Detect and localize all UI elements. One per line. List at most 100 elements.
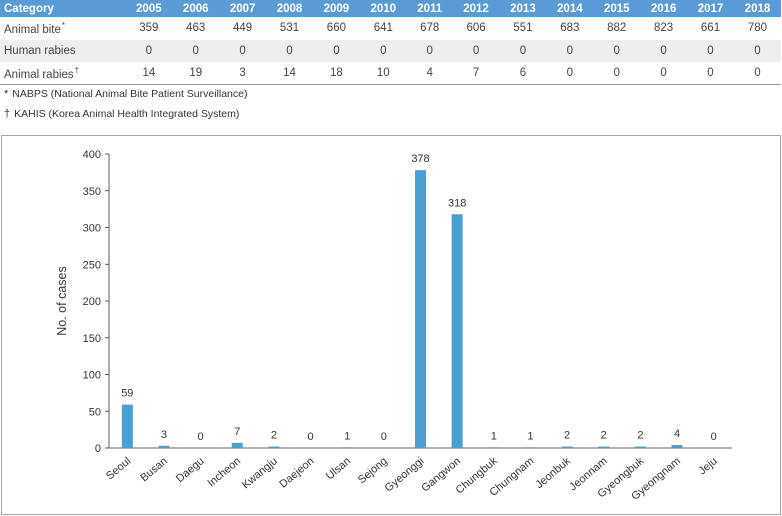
table-cell: 10	[359, 62, 407, 85]
bar	[415, 170, 426, 449]
table-cell: 551	[513, 22, 533, 35]
table-cell: 660	[326, 22, 346, 35]
y-tick-label: 250	[83, 259, 101, 271]
data-label: 7	[234, 426, 240, 438]
table-cell: 678	[420, 22, 440, 35]
data-label: 2	[637, 430, 643, 442]
data-label: 2	[271, 430, 277, 442]
y-tick-label: 300	[83, 223, 101, 235]
table-cell: 0	[219, 39, 267, 62]
row-label-text: Human rabies	[4, 44, 76, 57]
table-cell: 0	[452, 39, 500, 62]
table-cell: 19	[172, 62, 220, 85]
rabies-table: Category 2005 2006 2007 2008 2009 2010 2011 201…	[0, 0, 781, 85]
table-cell: 823	[654, 22, 674, 35]
table-header-row: Category 2005 2006 2007 2008 2009 2010 2011 201…	[0, 0, 781, 17]
footnote-symbol: †	[4, 108, 11, 120]
table-cell: 0	[172, 39, 220, 62]
table-cell: 463	[186, 22, 206, 35]
table-cell: 0	[733, 39, 781, 62]
table-cell: 641	[373, 22, 393, 35]
header-year: 2007	[219, 0, 267, 17]
x-tick-label: Daejeon	[277, 455, 316, 491]
data-label: 0	[307, 431, 313, 443]
header-year: 2015	[593, 0, 641, 17]
table-cell: 882	[607, 22, 627, 35]
bar	[598, 446, 610, 448]
table-cell: 6	[499, 62, 547, 85]
header-category: Category	[0, 0, 126, 17]
table-cell: 0	[733, 62, 781, 85]
y-axis-title: No. of cases	[55, 266, 69, 335]
table-cell: 661	[700, 22, 721, 35]
bar	[451, 214, 463, 448]
table-cell: 0	[499, 39, 547, 62]
table-cell: 0	[406, 39, 453, 62]
header-year: 2009	[312, 0, 360, 17]
data-label: 0	[381, 431, 387, 443]
y-tick-label: 200	[83, 296, 101, 308]
data-label: 378	[411, 153, 429, 165]
table-row: Human rabies 0 0 0 0 0 0 0 0 0 0 0 0 0 0	[0, 39, 781, 62]
table-cell: 0	[546, 62, 594, 85]
bar	[561, 446, 573, 448]
data-label: 0	[198, 431, 204, 443]
data-label: 0	[711, 431, 717, 443]
table-cell: 14	[266, 62, 313, 85]
table-cell: 0	[266, 39, 313, 62]
x-tick-label: Incheon	[205, 455, 243, 489]
footnote-mark: †	[74, 65, 80, 75]
header-year: 2008	[266, 0, 313, 17]
table-cell: 683	[560, 22, 580, 35]
x-tick-label: Kwangju	[240, 455, 280, 491]
table-cell: 0	[593, 39, 641, 62]
data-label: 2	[601, 430, 607, 442]
footnote: † KAHIS (Korea Animal Health Integrated S…	[4, 108, 239, 120]
table-cell: 0	[640, 62, 688, 85]
table-row: Animal rabies† 14 19 3 14 18 10 4 7 6 0 0 0 0 0	[0, 62, 781, 85]
footnote: * NABPS (National Animal Bite Patient Sur…	[4, 88, 247, 100]
row-label: Human rabies	[0, 39, 126, 62]
row-label-text: Animal bite	[4, 23, 61, 36]
data-label: 318	[448, 197, 466, 209]
table-cell: 0	[125, 39, 173, 62]
table-cell: 7	[452, 62, 500, 85]
header-year: 2014	[546, 0, 594, 17]
data-label: 4	[674, 428, 680, 440]
header-year: 2005	[125, 0, 173, 17]
y-tick-label: 50	[89, 406, 101, 418]
footnote-mark: *	[61, 20, 66, 30]
bar	[268, 446, 280, 448]
bar	[158, 445, 170, 448]
x-tick-label: Jeju	[696, 455, 719, 477]
table-cell: 606	[466, 22, 486, 35]
data-label: 3	[161, 429, 167, 441]
y-tick-label: 0	[95, 443, 101, 455]
x-tick-label: Daegu	[174, 455, 207, 485]
table-cell: 14	[125, 62, 173, 85]
footnote-symbol: *	[4, 88, 9, 100]
x-tick-label: Sejong	[356, 455, 390, 486]
bar	[524, 447, 536, 448]
header-year: 2011	[406, 0, 453, 17]
header-year: 2006	[172, 0, 220, 17]
footnote-text: NABPS (National Animal Bite Patient Surv…	[12, 88, 248, 100]
y-tick-label: 100	[83, 370, 101, 382]
row-label-text: Animal rabies	[4, 68, 74, 81]
header-year: 2013	[499, 0, 547, 17]
table-cell: 531	[279, 22, 300, 35]
bar	[671, 445, 683, 448]
table-cell: 0	[359, 39, 407, 62]
header-year: 2016	[640, 0, 688, 17]
header-year: 2018	[733, 0, 781, 17]
header-year: 2012	[452, 0, 500, 17]
data-label: 1	[527, 430, 533, 442]
table-cell: 0	[687, 62, 734, 85]
y-tick-label: 150	[83, 333, 101, 345]
data-label: 1	[491, 430, 497, 442]
header-year: 2017	[687, 0, 734, 17]
x-tick-label: Seoul	[104, 455, 133, 482]
data-label: 59	[121, 388, 133, 400]
table-cell: 359	[139, 22, 159, 35]
